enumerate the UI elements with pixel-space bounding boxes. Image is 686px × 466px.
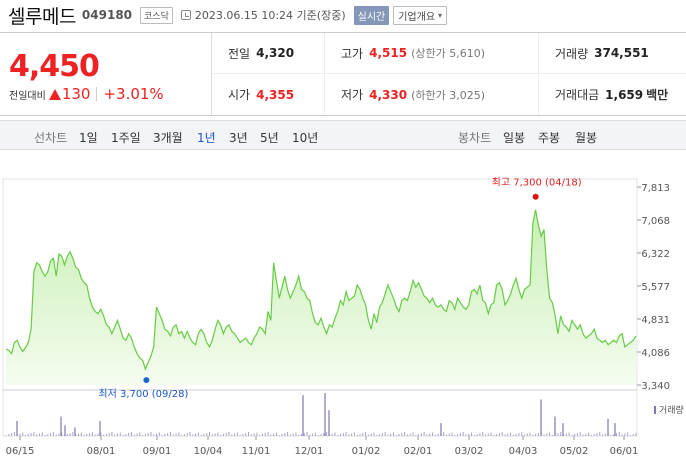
open-label: 시가 — [228, 88, 251, 102]
price-area — [6, 209, 636, 385]
y-tick-label: 7,068 — [641, 216, 670, 227]
stock-name: 셀루메드 — [8, 5, 76, 28]
tab-3month[interactable]: 3개월 — [153, 131, 183, 145]
x-tick-label: 01/02 — [352, 446, 381, 457]
y-tick-label: 4,086 — [641, 348, 670, 359]
tab-weekly[interactable]: 주봉 — [538, 131, 561, 145]
market-badge: 코스닥 — [140, 6, 173, 24]
y-tick-label: 3,340 — [641, 381, 670, 392]
change-amount: 130 — [61, 85, 91, 103]
price-main: 4,450 전일대비 130 +3.01% — [0, 33, 212, 115]
volume-legend-swatch — [654, 406, 656, 414]
upper-limit: (상한가 5,610) — [411, 47, 485, 60]
divider — [96, 87, 98, 101]
prev-close-label: 전일 — [228, 46, 251, 61]
high-cell: 고가 4,515 (상한가 5,610) — [324, 33, 538, 73]
trade-value-cell: 거래대금 1,659 백만 — [538, 74, 686, 115]
change-percent: +3.01% — [103, 85, 164, 103]
trade-value: 1,659 — [605, 87, 644, 102]
low-value: 4,330 — [369, 87, 408, 102]
x-tick-label: 05/02 — [560, 446, 589, 457]
x-tick-label: 04/03 — [509, 446, 538, 457]
company-info-label: 기업개요 — [398, 11, 436, 23]
prev-close-cell: 전일 4,320 — [212, 33, 324, 73]
y-tick-label: 4,831 — [641, 315, 670, 326]
high-value: 4,515 — [369, 46, 408, 60]
tab-1year[interactable]: 1년 — [197, 131, 216, 145]
volume-label: 거래량 — [555, 46, 589, 61]
tab-1week[interactable]: 1주일 — [111, 131, 141, 145]
tab-monthly[interactable]: 월봉 — [575, 131, 598, 145]
stock-header: 셀루메드 049180 코스닥 2023.06.15 10:24 기준(장중) … — [0, 0, 686, 30]
open-value: 4,355 — [256, 87, 295, 102]
volume-legend-label: 거래량 — [659, 404, 684, 416]
trade-value-unit: 백만 — [646, 88, 669, 102]
volume-cell: 거래량 374,551 — [538, 33, 686, 73]
change-label: 전일대비 — [9, 90, 46, 102]
y-tick-label: 6,322 — [641, 249, 670, 260]
tab-daily[interactable]: 일봉 — [503, 131, 526, 145]
high-label: 고가 — [341, 46, 364, 61]
y-tick-label: 5,577 — [641, 282, 670, 293]
x-tick-label: 02/01 — [404, 446, 433, 457]
low-cell: 저가 4,330 (하한가 3,025) — [324, 74, 538, 115]
x-tick-label: 11/01 — [242, 446, 271, 457]
candle-chart-label: 봉차트 — [458, 131, 492, 145]
company-info-dropdown[interactable]: 기업개요 ▾ — [393, 5, 448, 25]
x-tick-label: 09/01 — [143, 446, 172, 457]
chart-tabbar: 선차트 1일 1주일 3개월 1년 3년 5년 10년 봉차트 일봉 주봉 월봉 — [0, 120, 686, 150]
stock-code: 049180 — [81, 8, 133, 22]
chart-frame — [2, 178, 638, 437]
high-marker — [532, 193, 539, 200]
price-panel: 4,450 전일대비 130 +3.01% 전일 4,320 고가 4,515 … — [0, 32, 686, 116]
tab-3year[interactable]: 3년 — [229, 131, 248, 145]
up-arrow-icon — [48, 88, 61, 100]
timestamp: 2023.06.15 10:24 기준(장중) — [194, 9, 346, 22]
x-tick-label: 10/04 — [194, 446, 223, 457]
stats-grid: 전일 4,320 고가 4,515 (상한가 5,610) 거래량 374,55… — [212, 33, 686, 115]
trade-value-label: 거래대금 — [555, 88, 600, 102]
high-annotation: 최고 7,300 (04/18) — [492, 177, 582, 189]
x-tick-label: 06/01 — [610, 446, 639, 457]
tab-1day[interactable]: 1일 — [79, 131, 98, 145]
y-tick-label: 7,813 — [641, 183, 670, 194]
line-chart-label: 선차트 — [34, 131, 68, 145]
change-row: 전일대비 130 +3.01% — [9, 85, 164, 103]
stats-row: 시가 4,355 저가 4,330 (하한가 3,025) 거래대금 1,659… — [212, 74, 686, 115]
lower-limit: (하한가 3,025) — [411, 88, 485, 102]
stats-row: 전일 4,320 고가 4,515 (상한가 5,610) 거래량 374,55… — [212, 33, 686, 74]
realtime-button[interactable]: 실시간 — [353, 5, 390, 25]
price-chart-svg: 7,813 7,068 6,322 5,577 4,831 4,086 3,340 최고 7,… — [2, 177, 684, 457]
prev-close-value: 4,320 — [256, 46, 295, 60]
x-tick-label: 06/15 — [6, 446, 35, 457]
chevron-down-icon: ▾ — [438, 10, 443, 20]
x-tick-label: 12/01 — [295, 446, 324, 457]
low-annotation: 최저 3,700 (09/28) — [98, 388, 188, 400]
open-cell: 시가 4,355 — [212, 74, 324, 115]
low-marker — [143, 377, 150, 384]
x-tick-label: 08/01 — [87, 446, 116, 457]
clock-icon — [180, 10, 191, 20]
price-line — [5, 209, 637, 371]
x-tick-label: 03/02 — [455, 446, 484, 457]
tab-10year[interactable]: 10년 — [292, 131, 319, 145]
current-price: 4,450 — [9, 49, 100, 84]
tab-5year[interactable]: 5년 — [260, 131, 279, 145]
price-chart[interactable]: 7,813 7,068 6,322 5,577 4,831 4,086 3,340 최고 7,… — [0, 150, 686, 466]
low-label: 저가 — [341, 88, 364, 102]
volume-value: 374,551 — [594, 46, 649, 60]
